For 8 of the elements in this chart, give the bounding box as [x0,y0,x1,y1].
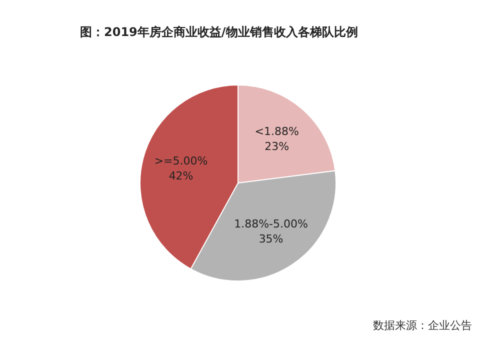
data-label: 23% [264,140,290,153]
data-label: 42% [168,169,194,182]
chart-title: 图：2019年房企商业收益/物业销售收入各梯队比例 [80,24,358,41]
slice-label: <1.88% [254,124,299,138]
data-label: 35% [258,232,284,246]
source-note: 数据来源：企业公告 [373,318,472,333]
slice-label: 1.88%-5.00% [234,218,308,231]
slice-label: >=5.00% [154,154,208,168]
